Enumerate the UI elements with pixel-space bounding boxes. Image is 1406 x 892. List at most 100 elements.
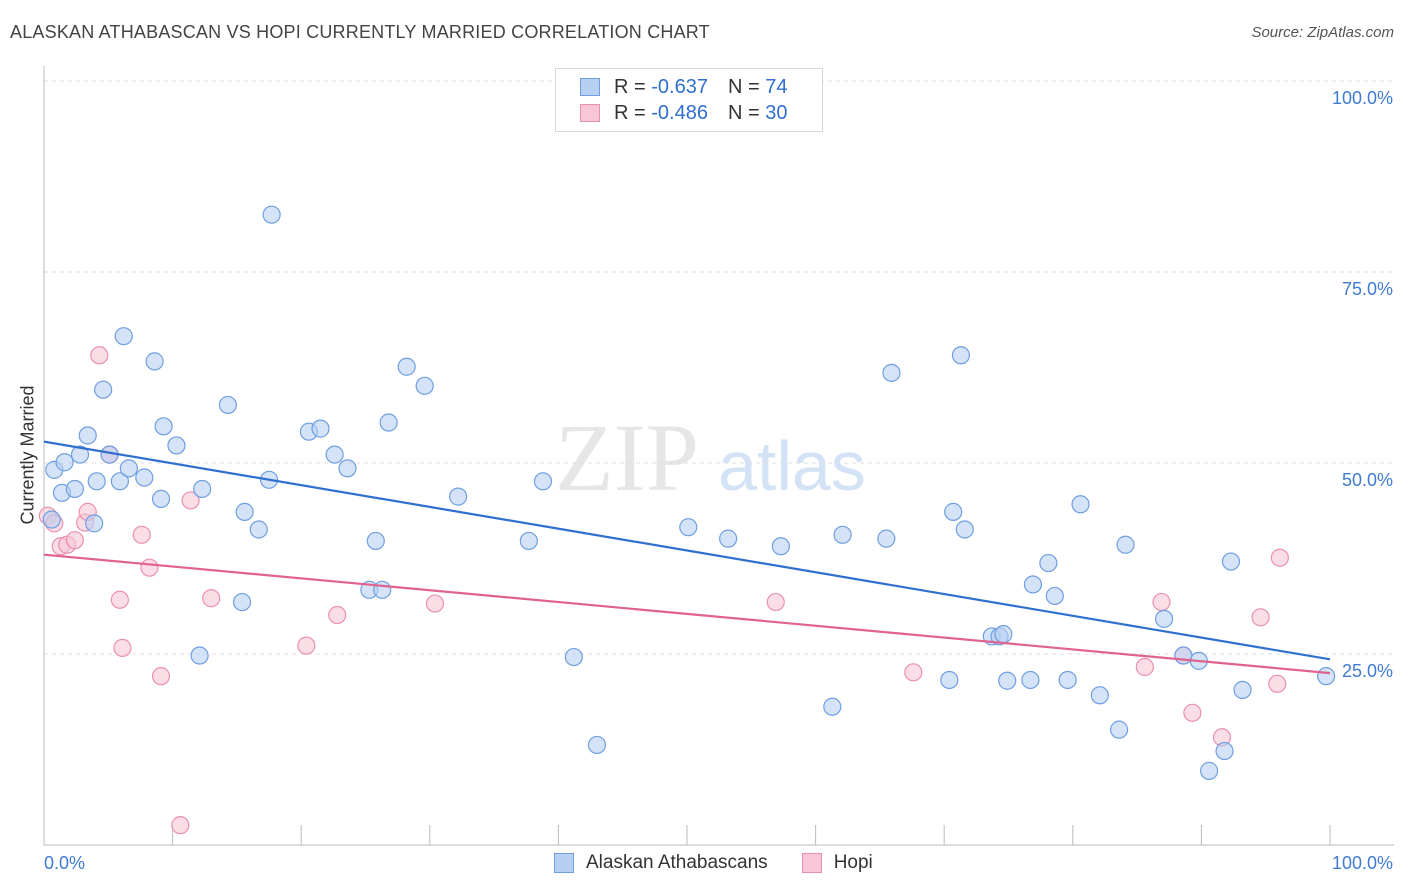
alaskan-athabascan-point: [55, 453, 74, 472]
y-tick-label: 25.0%: [1342, 661, 1393, 681]
legend-item-hopi: Hopi: [801, 852, 873, 874]
alaskan-athabascan-point: [235, 502, 254, 521]
alaskan-athabascan-point: [1116, 535, 1135, 554]
legend-r-value: -0.486: [651, 101, 708, 124]
hopi-point: [1152, 592, 1171, 612]
hopi-point: [328, 605, 347, 625]
alaskan-athabascan-point: [94, 380, 113, 399]
hopi-point: [171, 816, 190, 835]
legend-item-alaskan-athabascans: Alaskan Athabascans: [554, 852, 768, 874]
hopi-point: [140, 558, 159, 577]
alaskan-athabascan-point: [193, 479, 212, 499]
hopi-point: [202, 589, 221, 608]
legend-r-label: R =: [614, 101, 646, 124]
legend-n-label: N =: [727, 101, 760, 124]
alaskan-athabascan-point: [379, 413, 398, 432]
source-label: Source: ZipAtlas.com: [1251, 24, 1394, 41]
alaskan-athabascan-point: [135, 468, 154, 487]
hopi-point: [766, 592, 785, 612]
hopi-point: [1251, 608, 1270, 627]
legend-swatch-blue: [580, 78, 600, 96]
hopi-point: [425, 594, 445, 613]
hopi-point: [181, 491, 200, 510]
hopi-point: [297, 636, 316, 655]
alaskan-athabascan-point: [110, 472, 129, 491]
alaskan-athabascan-point: [85, 514, 104, 533]
watermark-atlas: atlas: [718, 427, 866, 505]
alaskan-athabascan-point: [1200, 761, 1219, 780]
alaskan-athabascan-point: [1174, 646, 1193, 665]
hopi-point: [1270, 548, 1289, 567]
alaskan-athabascan-point: [1058, 670, 1077, 690]
alaskan-athabascan-point: [1021, 670, 1040, 690]
legend-n-value: 30: [765, 101, 788, 124]
alaskan-athabascan-point: [373, 580, 392, 599]
hopi-point: [1268, 674, 1287, 693]
alaskan-athabascan-point: [533, 472, 553, 491]
alaskan-athabascan-point: [519, 531, 538, 551]
legend-swatch-pink: [580, 104, 600, 122]
alaskan-athabascan-point: [151, 489, 171, 509]
alaskan-athabascan-point: [65, 479, 84, 499]
hopi-trendline: [43, 553, 1331, 675]
hopi-point: [1135, 657, 1154, 677]
alaskan-athabascan-point: [70, 445, 90, 464]
alaskan-athabascan-point: [338, 459, 357, 478]
legend-label: Alaskan Athabascans: [586, 852, 768, 873]
x-tick-label: 0.0%: [44, 853, 85, 873]
alaskan-athabascan-point: [1109, 720, 1129, 739]
alaskan-athabascan-point: [218, 395, 237, 415]
correlation-legend: R = -0.637 N = 74 R = -0.486 N = 30: [555, 68, 823, 132]
hopi-point: [113, 638, 132, 657]
alaskan-athabascan-point: [1155, 609, 1174, 628]
watermark-zip: ZIP: [555, 404, 699, 511]
legend-swatch-blue: [554, 853, 574, 873]
alaskan-athabascan-point: [249, 520, 268, 539]
alaskan-athabascan-point: [955, 520, 974, 539]
alaskan-athabascan-point: [114, 327, 133, 346]
alaskan-athabascan-point: [42, 510, 61, 529]
alaskan-athabascan-point: [833, 525, 852, 544]
alaskan-athabascan-point: [998, 671, 1017, 690]
hopi-point: [132, 525, 151, 544]
alaskan-athabascan-point: [882, 363, 901, 382]
legend-n-value: 74: [765, 75, 788, 98]
legend-n-label: N =: [727, 75, 760, 98]
alaskan-athabascan-point: [951, 346, 971, 365]
alaskan-athabascan-point: [154, 417, 173, 436]
alaskan-athabascan-point: [232, 592, 252, 612]
alaskan-athabascan-point: [145, 352, 164, 371]
hopi-point: [110, 590, 129, 609]
alaskan-athabascan-point: [311, 419, 330, 438]
alaskan-athabascan-point: [771, 537, 790, 556]
alaskan-athabascan-point: [119, 459, 138, 478]
legend-r-value: -0.637: [651, 75, 708, 98]
legend-label: Hopi: [833, 852, 873, 873]
alaskan-athabascan-point: [679, 518, 698, 537]
alaskan-athabascan-point: [1233, 680, 1252, 700]
alaskan-athabascan-point: [823, 697, 842, 716]
alaskan-athabascan-point: [448, 487, 468, 506]
hopi-point: [90, 346, 109, 365]
legend-row-hopi: R = -0.486 N = 30: [580, 101, 787, 125]
x-tick-label: 100.0%: [1332, 853, 1393, 873]
alaskan-athabascan-point: [87, 472, 106, 491]
alaskan-athabascan-point: [366, 531, 385, 551]
alaskan-athabascan-point: [564, 647, 583, 667]
y-tick-label: 50.0%: [1342, 470, 1393, 490]
alaskan-athabascan-point: [190, 646, 209, 665]
hopi-point: [904, 663, 923, 682]
alaskan-athabascan-point: [1317, 667, 1336, 686]
alaskan-athabascan-point: [167, 436, 186, 455]
legend-swatch-pink: [801, 853, 822, 873]
alaskan-athabascan-point: [325, 445, 344, 464]
alaskan-athabascan-point: [1045, 586, 1064, 606]
y-tick-label: 75.0%: [1342, 279, 1393, 299]
alaskan-athabascan-point: [719, 529, 738, 548]
alaskan-athabascan-point: [1071, 495, 1090, 514]
hopi-point: [65, 531, 84, 550]
alaskan-athabascan-point: [1090, 686, 1109, 705]
alaskan-athabascan-point: [587, 735, 607, 755]
alaskan-athabascan-point: [944, 502, 963, 521]
